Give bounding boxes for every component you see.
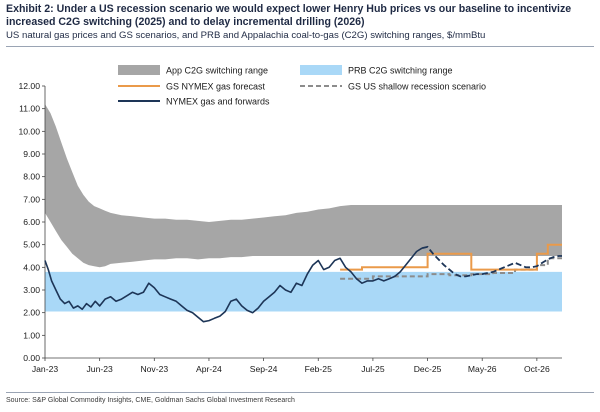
y-tick-label: 12.00 <box>18 81 40 91</box>
y-tick-label: 4.00 <box>23 262 40 272</box>
x-tick-label: Jul-25 <box>361 364 385 374</box>
y-tick-label: 1.00 <box>23 330 40 340</box>
page-subtitle: US natural gas prices and GS scenarios, … <box>6 30 486 41</box>
x-tick-label: Jan-23 <box>32 364 58 374</box>
y-tick-label: 8.00 <box>23 172 40 182</box>
y-tick-label: 6.00 <box>23 217 40 227</box>
bottom-divider <box>6 392 594 393</box>
legend-swatch <box>300 65 342 75</box>
app-c2g-switching-band <box>45 104 562 268</box>
x-tick-label: Jun-23 <box>87 364 113 374</box>
price-chart: 0.00 1.00 2.00 3.00 4.00 5.00 6.00 7.00 8.00 9.00… <box>18 65 562 374</box>
x-tick-label: Feb-25 <box>305 364 332 374</box>
legend-label: NYMEX gas and forwards <box>166 97 270 107</box>
source-note: Source: S&P Global Commodity Insights, C… <box>6 397 295 404</box>
y-tick-label: 3.00 <box>23 285 40 295</box>
gs-forecast-layer <box>340 243 562 271</box>
y-tick-label: 7.00 <box>23 194 40 204</box>
y-tick-label: 5.00 <box>23 240 40 250</box>
nymex-layer <box>44 245 562 323</box>
y-tick-label: 0.00 <box>23 353 40 363</box>
top-divider <box>6 46 594 47</box>
x-tick-label: Sep-24 <box>250 364 278 374</box>
prb-c2g-band-layer <box>45 271 562 312</box>
x-tick-label: Apr-24 <box>196 364 222 374</box>
legend-label: GS NYMEX gas forecast <box>166 82 266 92</box>
chart-legend: App C2G switching range PRB C2G switching… <box>118 65 486 107</box>
nymex-forwards-line <box>421 245 562 278</box>
y-tick-label: 9.00 <box>23 149 40 159</box>
y-tick-label: 2.00 <box>23 308 40 318</box>
axes-layer: 0.00 1.00 2.00 3.00 4.00 5.00 6.00 7.00 8.00 9.00… <box>18 81 562 374</box>
legend-label: App C2G switching range <box>166 66 268 76</box>
x-tick-label: Nov-23 <box>140 364 168 374</box>
nymex-historical-line <box>44 247 423 323</box>
x-tick-label: Dec-25 <box>414 364 442 374</box>
legend-label: GS US shallow recession scenario <box>348 82 486 92</box>
legend-label: PRB C2G switching range <box>348 66 453 76</box>
recession-scenario-layer <box>340 257 562 280</box>
x-tick-label: May-26 <box>468 364 497 374</box>
app-c2g-band-layer <box>45 104 562 268</box>
page-title: Exhibit 2: Under a US recession scenario… <box>6 3 572 28</box>
prb-c2g-switching-band <box>45 271 562 312</box>
x-tick-label: Oct-26 <box>524 364 550 374</box>
y-tick-label: 11.00 <box>19 104 40 114</box>
gs-forecast-line <box>340 243 562 271</box>
recession-scenario-line <box>340 257 562 280</box>
legend-swatch <box>118 65 160 75</box>
y-tick-label: 10.00 <box>18 126 40 136</box>
